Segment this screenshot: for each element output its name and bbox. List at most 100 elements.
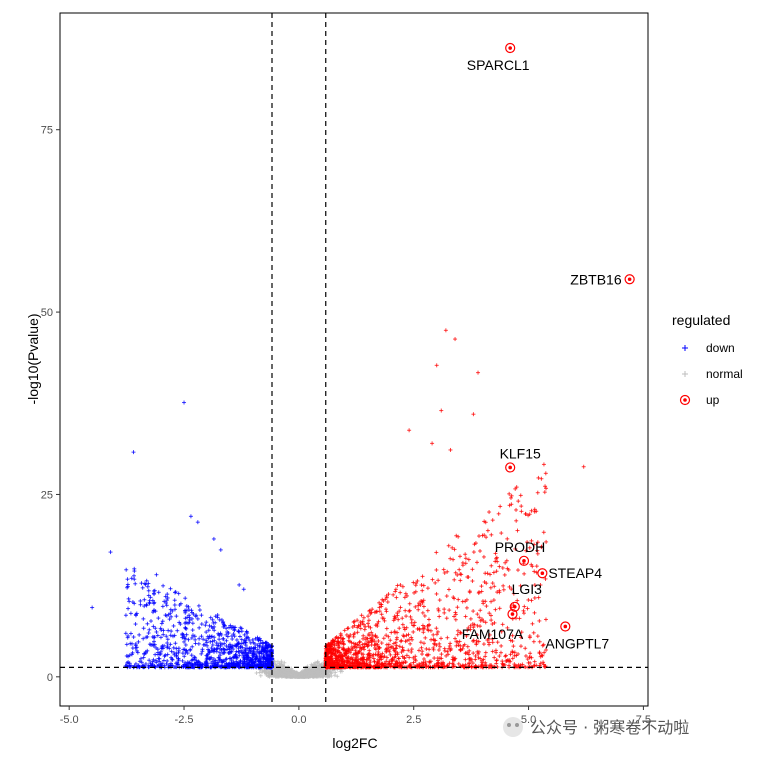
up-point xyxy=(515,528,520,533)
down-point xyxy=(135,650,140,655)
down-point xyxy=(180,658,185,663)
normal-point xyxy=(328,670,333,675)
up-point xyxy=(408,641,413,646)
down-point xyxy=(132,577,137,582)
up-point xyxy=(433,580,438,585)
down-point xyxy=(217,637,222,642)
down-point xyxy=(197,636,202,641)
up-point xyxy=(522,604,527,609)
normal-point xyxy=(257,670,262,675)
down-point xyxy=(190,628,195,633)
up-point xyxy=(400,616,405,621)
down-point xyxy=(154,572,159,577)
up-point xyxy=(391,592,396,597)
up-point xyxy=(521,608,526,613)
up-point xyxy=(534,564,539,569)
up-point xyxy=(420,588,425,593)
down-point xyxy=(237,582,242,587)
down-point xyxy=(138,602,143,607)
up-point xyxy=(543,617,548,622)
down-point xyxy=(138,598,143,603)
up-point xyxy=(535,634,540,639)
up-point xyxy=(490,518,495,523)
down-point xyxy=(145,584,150,589)
down-point xyxy=(169,629,174,634)
normal-point xyxy=(315,660,320,665)
up-point xyxy=(531,639,536,644)
down-point xyxy=(158,635,163,640)
up-point xyxy=(430,441,435,446)
up-point xyxy=(483,650,488,655)
up-point xyxy=(453,337,458,342)
up-point xyxy=(487,510,492,515)
up-point xyxy=(439,408,444,413)
down-point xyxy=(128,611,133,616)
up-point xyxy=(518,493,523,498)
up-point xyxy=(384,626,389,631)
up-point xyxy=(399,638,404,643)
down-point xyxy=(125,582,130,587)
normal-point xyxy=(272,673,277,678)
up-point xyxy=(522,571,527,576)
up-point xyxy=(463,552,468,557)
up-point xyxy=(419,645,424,650)
up-point xyxy=(395,583,400,588)
down-point xyxy=(168,586,173,591)
up-point xyxy=(581,464,586,469)
up-point xyxy=(526,597,531,602)
up-point xyxy=(456,597,461,602)
legend-title: regulated xyxy=(672,312,730,328)
legend-label: normal xyxy=(706,367,743,381)
down-point xyxy=(241,587,246,592)
up-point xyxy=(394,595,399,600)
up-point xyxy=(434,550,439,555)
up-point xyxy=(367,648,372,653)
gene-label: LGI3 xyxy=(512,581,543,597)
down-point xyxy=(197,608,202,613)
up-point xyxy=(445,635,450,640)
up-point xyxy=(423,635,428,640)
up-point xyxy=(425,586,430,591)
down-point xyxy=(173,590,178,595)
y-tick-label: 75 xyxy=(41,125,53,137)
up-point xyxy=(493,607,498,612)
x-axis-title: log2FC xyxy=(332,735,377,751)
up-point xyxy=(471,412,476,417)
up-point xyxy=(455,605,460,610)
up-point xyxy=(430,577,435,582)
up-point xyxy=(438,636,443,641)
down-point xyxy=(151,657,156,662)
up-point xyxy=(443,328,448,333)
up-point xyxy=(489,563,494,568)
up-point xyxy=(346,626,351,631)
down-point xyxy=(140,585,145,590)
down-point xyxy=(188,514,193,519)
up-point xyxy=(393,587,398,592)
down-point xyxy=(132,573,137,578)
legend-label: up xyxy=(706,393,720,407)
legend-entry-normal: normal xyxy=(682,367,743,381)
up-point xyxy=(427,647,432,652)
up-point xyxy=(446,543,451,548)
down-point xyxy=(183,596,188,601)
down-point xyxy=(156,616,161,621)
down-point xyxy=(164,603,169,608)
down-point xyxy=(200,647,205,652)
down-point xyxy=(208,639,213,644)
up-point xyxy=(481,642,486,647)
down-point xyxy=(123,613,128,618)
up-point xyxy=(509,493,514,498)
up-point xyxy=(434,363,439,368)
down-point xyxy=(190,644,195,649)
up-point xyxy=(431,632,436,637)
up-point xyxy=(397,656,402,661)
up-point xyxy=(403,660,408,665)
up-point xyxy=(447,608,452,613)
down-point xyxy=(188,648,193,653)
up-point xyxy=(410,637,415,642)
up-point xyxy=(383,607,388,612)
gene-marker-zbtb16 xyxy=(624,274,635,285)
